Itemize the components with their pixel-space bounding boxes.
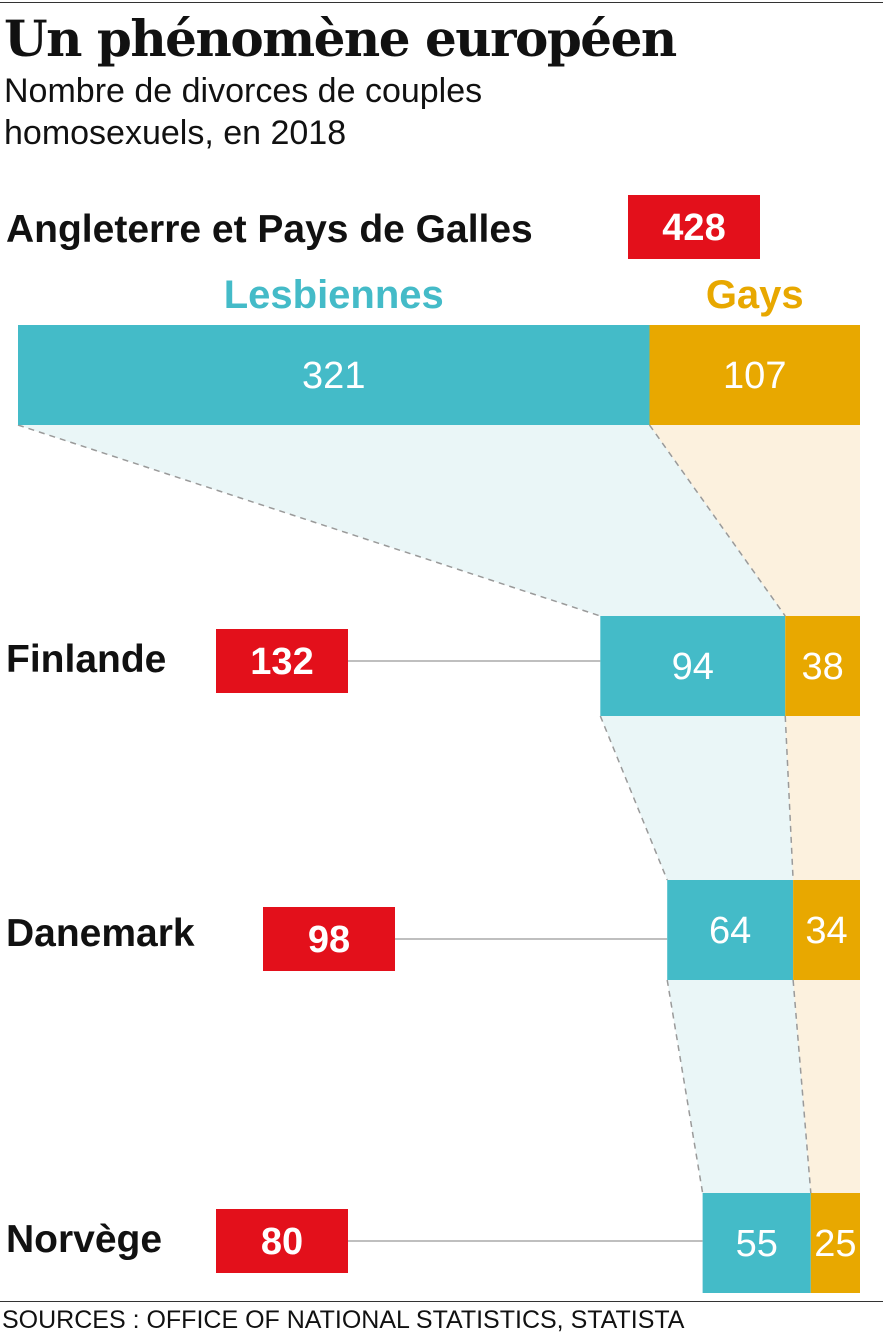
bar-lesbiennes: [702, 1193, 811, 1293]
legend-gays: Gays: [706, 273, 804, 317]
country-label: Norvège: [6, 1218, 162, 1261]
bar-lesbiennes: [18, 325, 650, 425]
bar-gays-label: 25: [814, 1223, 856, 1265]
country-label: Danemark: [6, 912, 195, 955]
connector-left-dash: [599, 715, 668, 881]
total-badge: [628, 195, 760, 259]
connector-gays-fill: [649, 425, 860, 616]
bar-gays: [649, 325, 860, 425]
total-badge: [216, 1209, 348, 1273]
connector-lesbiennes-fill: [18, 425, 786, 616]
total-badge: [216, 629, 348, 693]
bar-lesbiennes-label: 94: [672, 646, 714, 688]
connector-gays-fill: [785, 716, 860, 880]
total-badge: [263, 907, 395, 971]
bar-lesbiennes-label: 64: [709, 910, 751, 952]
chart-subtitle: Nombre de divorces de couples homosexuel…: [4, 72, 483, 152]
bar-gays-label: 34: [805, 910, 847, 952]
bar-gays-label: 107: [723, 355, 786, 397]
total-badge-value: 98: [308, 919, 350, 961]
country-label: Angleterre et Pays de Galles: [6, 208, 533, 251]
top-rule: [0, 2, 883, 3]
connector-lesbiennes-fill: [667, 980, 811, 1193]
connector-split-dash: [784, 715, 794, 881]
connector-left-dash: [666, 979, 704, 1194]
bar-gays-label: 38: [801, 646, 843, 688]
connector-split-dash: [792, 979, 812, 1194]
total-badge-value: 80: [261, 1221, 303, 1263]
chart-title: Un phénomène européen: [4, 9, 677, 68]
country-label: Finlande: [6, 638, 166, 681]
bar-lesbiennes-label: 321: [302, 355, 365, 397]
source-note: SOURCES : OFFICE OF NATIONAL STATISTICS,…: [2, 1306, 685, 1334]
bottom-rule: [0, 1301, 883, 1302]
connector-left-dash: [17, 424, 601, 617]
total-badge-value: 428: [662, 207, 725, 249]
connector-gays-fill: [793, 980, 860, 1193]
total-badge-value: 132: [250, 641, 313, 683]
bar-gays: [793, 880, 860, 980]
legend-lesbiennes: Lesbiennes: [224, 273, 444, 317]
bar-gays: [810, 1193, 860, 1293]
bar-gays: [785, 616, 860, 716]
bar-lesbiennes: [667, 880, 794, 980]
connector-lesbiennes-fill: [600, 716, 794, 880]
bar-lesbiennes: [600, 616, 786, 716]
bar-lesbiennes-label: 55: [736, 1223, 778, 1265]
